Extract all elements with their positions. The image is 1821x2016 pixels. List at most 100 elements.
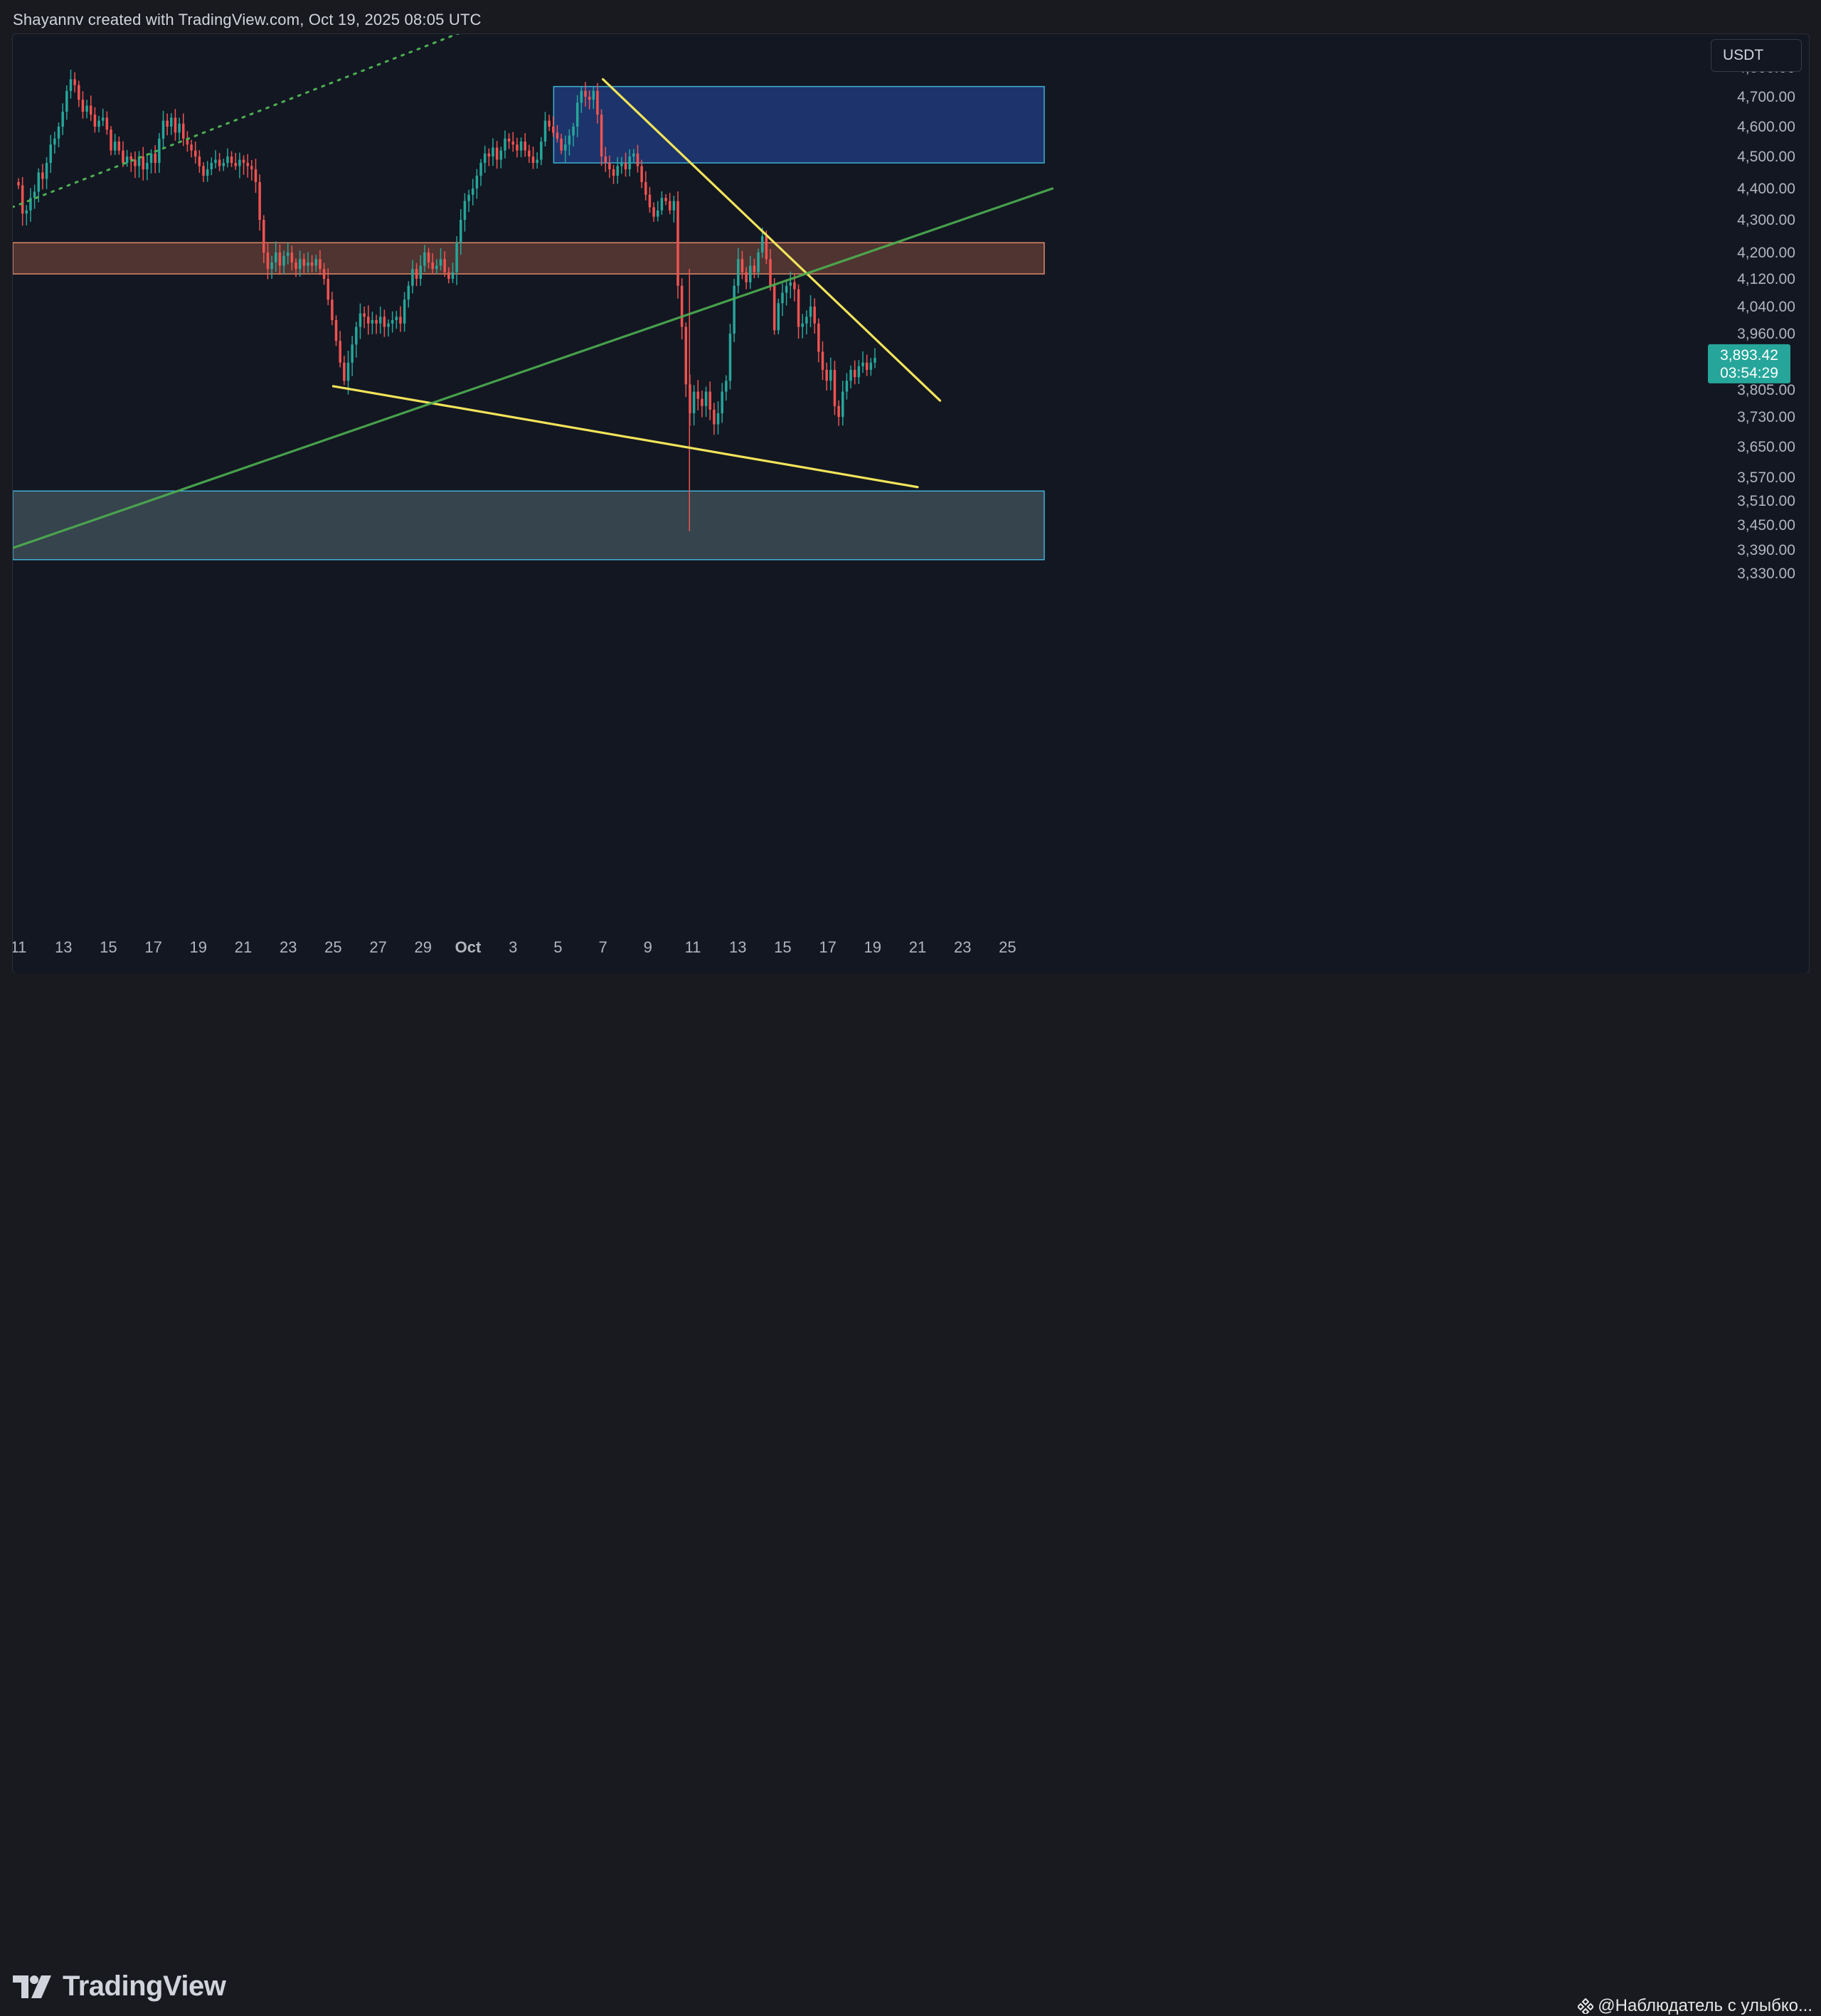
dotted-channel-trendline <box>13 34 460 208</box>
candle-body <box>511 142 514 145</box>
candle-body <box>346 362 350 381</box>
candle-body <box>17 182 20 186</box>
candle-body <box>668 201 671 211</box>
time-axis-label: 9 <box>644 938 652 956</box>
candle-body <box>504 138 506 151</box>
candle-body <box>226 156 229 163</box>
candle-body <box>234 163 237 166</box>
candle-body <box>65 90 68 112</box>
candle-body <box>757 253 760 272</box>
candle-body <box>572 127 575 136</box>
candle-body <box>769 259 772 286</box>
time-axis-label: 17 <box>819 938 836 956</box>
price-axis-label: 4,120.00 <box>1737 271 1795 287</box>
candle-body <box>395 317 398 320</box>
candle-body <box>696 391 700 399</box>
candle-body <box>455 243 458 272</box>
price-axis-label: 3,450.00 <box>1737 517 1795 534</box>
time-axis-label: 29 <box>415 938 432 956</box>
candle-body <box>865 362 869 370</box>
time-axis-label: 21 <box>235 938 252 956</box>
candle-body <box>282 255 285 266</box>
candle-body <box>701 398 704 406</box>
candle-body <box>178 123 181 133</box>
descending-upper-trendline <box>601 78 942 402</box>
candle-body <box>531 156 535 163</box>
candle-body <box>367 317 370 324</box>
candle-body <box>748 265 752 282</box>
time-axis-label: Oct <box>455 938 482 956</box>
candle-body <box>266 253 270 270</box>
candle-body <box>73 79 76 85</box>
candle-body <box>129 156 133 160</box>
candle-body <box>552 127 555 133</box>
candle-body <box>753 265 756 272</box>
candle-body <box>387 323 390 327</box>
candle-body <box>431 262 434 270</box>
candle-body <box>218 159 221 166</box>
candle-body <box>660 198 664 211</box>
candle-body <box>57 127 60 139</box>
candle-body <box>785 285 788 293</box>
price-axis-label: 3,730.00 <box>1737 409 1795 425</box>
candle-body <box>214 159 217 163</box>
candle-body <box>134 159 137 166</box>
candle-body <box>516 144 519 151</box>
candle-body <box>170 117 173 127</box>
candle-body <box>704 391 708 406</box>
chart-panel[interactable]: 4,800.004,700.004,600.004,500.004,400.00… <box>12 33 1810 974</box>
candle-body <box>765 236 768 260</box>
price-axis-label: 4,400.00 <box>1737 181 1795 197</box>
currency-unit-button[interactable]: USDT <box>1711 39 1802 72</box>
candle-body <box>648 194 652 208</box>
candle-body <box>278 253 282 266</box>
candles <box>17 69 876 531</box>
candle-body <box>254 169 258 182</box>
candle-body <box>575 102 579 127</box>
candle-body <box>230 156 233 163</box>
price-chart[interactable]: 4,800.004,700.004,600.004,500.004,400.00… <box>13 34 1809 973</box>
candle-body <box>399 317 402 324</box>
candle-body <box>604 156 607 163</box>
candle-body <box>78 85 80 100</box>
time-axis-label: 27 <box>369 938 386 956</box>
candle-body <box>339 341 341 363</box>
candle-body <box>33 191 36 198</box>
candle-body <box>419 265 422 279</box>
candle-body <box>809 307 812 317</box>
candle-body <box>242 159 245 163</box>
candle-body <box>375 320 378 324</box>
candle-body <box>85 105 88 112</box>
price-axis-label: 3,390.00 <box>1737 542 1795 558</box>
candle-body <box>125 156 129 163</box>
candle-body <box>825 369 828 381</box>
candle-body <box>383 317 386 327</box>
candle-body <box>524 142 526 151</box>
candle-body <box>608 163 611 169</box>
candle-body <box>777 303 780 331</box>
candle-body <box>443 259 446 272</box>
candle-body <box>286 253 290 256</box>
time-axis-label: 13 <box>729 938 746 956</box>
candle-body <box>624 163 627 169</box>
time-axis-label: 11 <box>685 938 701 956</box>
candle-body <box>479 163 482 176</box>
candle-body <box>363 313 366 317</box>
candle-body <box>61 112 64 127</box>
candle-body <box>49 144 52 163</box>
candle-body <box>53 138 56 145</box>
candle-body <box>37 172 41 192</box>
candle-body <box>307 262 309 266</box>
candle-body <box>636 153 639 166</box>
time-axis-label: 19 <box>864 938 881 956</box>
footer: TradingView @Наблюдатель с улыбко... <box>0 973 1821 2015</box>
time-axis-label: 15 <box>774 938 791 956</box>
candle-body <box>507 138 511 142</box>
tradingview-logo[interactable]: TradingView <box>13 1970 226 2002</box>
candle-body <box>600 115 603 156</box>
candle-body <box>733 285 736 334</box>
time-axis-label: 23 <box>280 938 297 956</box>
last-price-countdown: 03:54:29 <box>1720 365 1778 381</box>
candle-body <box>616 166 619 176</box>
